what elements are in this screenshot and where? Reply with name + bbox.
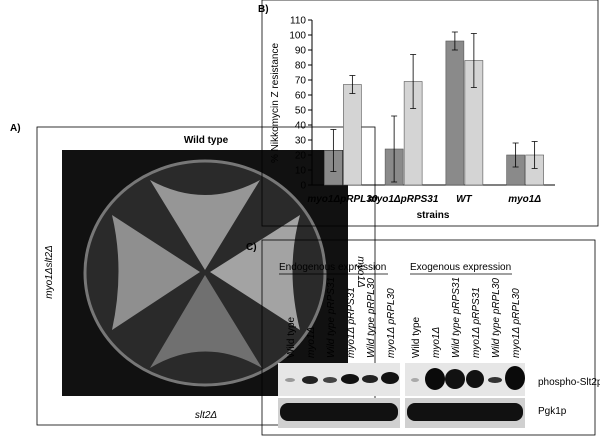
error-bar	[512, 142, 519, 168]
lane-label: Wild type	[286, 316, 297, 358]
bar	[343, 84, 362, 186]
lane-label: myo1Δ	[431, 327, 442, 358]
lane-label: Wild type pRPL30	[366, 278, 377, 358]
x-tick-label: myo1Δ	[508, 194, 541, 205]
lane-label: myo1Δ pRPL30	[511, 288, 522, 358]
panel-label: C)	[246, 242, 257, 253]
bar-chart: 0102030405060708090100110myo1ΔpRPL30myo1…	[289, 16, 555, 205]
x-axis-label: strains	[417, 210, 450, 221]
lane-label: myo1Δ	[306, 327, 317, 358]
y-tick-label: 60	[295, 91, 307, 102]
error-bar	[470, 33, 477, 88]
y-tick-label: 0	[300, 181, 306, 192]
group-label: Endogenous expression	[279, 262, 386, 273]
error-bar	[391, 115, 398, 183]
error-bar	[451, 31, 458, 51]
lane-labels: Wild type myo1Δ Wild type pRPS31 myo1Δ pRPS…	[286, 277, 522, 358]
lane-label: Wild type pRPS31	[326, 277, 337, 358]
plate	[83, 159, 327, 387]
y-tick-label: 70	[295, 76, 307, 87]
plate-label-right: myo1Δ	[355, 256, 366, 287]
error-bar	[531, 141, 538, 169]
bar	[445, 40, 465, 186]
lane-label: myo1Δ pRPS31	[471, 287, 482, 358]
x-tick-label: WT	[456, 194, 472, 205]
y-tick-label: 80	[295, 61, 307, 72]
lane-label: myo1Δ pRPL30	[386, 288, 397, 358]
panel-label: B)	[258, 4, 269, 15]
y-tick-label: 20	[295, 151, 307, 162]
lane-label: myo1Δ pRPS31	[346, 287, 357, 358]
panel-label: A)	[10, 123, 21, 134]
band-label: Pgk1p	[538, 406, 567, 417]
y-tick-label: 100	[289, 31, 306, 42]
panel-box	[261, 239, 596, 436]
y-tick-label: 40	[295, 121, 307, 132]
panel-box	[36, 126, 376, 426]
x-tick-label: myo1ΔpRPL30	[307, 194, 378, 205]
x-tick-label: myo1ΔpRPS31	[368, 194, 439, 205]
y-tick-label: 110	[290, 16, 306, 27]
error-bar	[410, 54, 417, 109]
lane-label: Wild type pRPS31	[451, 277, 462, 358]
lane-label: Wild type	[411, 316, 422, 358]
y-axis-label: % Nikkomycin Z resistance	[270, 43, 281, 163]
error-bar	[330, 129, 337, 172]
plate-label-bottom: slt2Δ	[195, 410, 218, 421]
plate-label-top: Wild type	[184, 135, 229, 146]
blot	[278, 363, 525, 428]
panel-box	[261, 0, 599, 227]
error-bar	[349, 75, 356, 94]
y-tick-label: 90	[295, 46, 307, 57]
y-tick-label: 30	[295, 136, 307, 147]
group-label: Exogenous expression	[410, 262, 511, 273]
y-tick-label: 50	[295, 106, 307, 117]
lane-label: Wild type pRPL30	[491, 278, 502, 358]
plate-label-left: myo1Δslt2Δ	[44, 245, 55, 299]
band-label: phospho-Slt2p	[538, 377, 600, 388]
y-tick-label: 10	[295, 166, 307, 177]
